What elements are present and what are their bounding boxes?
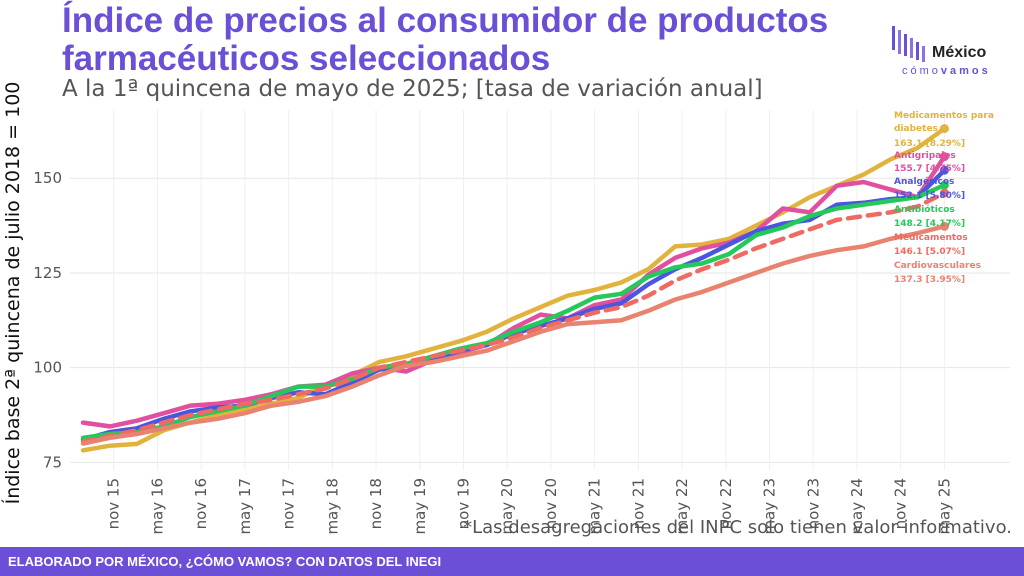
x-tick-label: may 24 — [848, 478, 866, 535]
x-tick-label: may 20 — [498, 478, 516, 535]
x-tick-label: nov 21 — [629, 478, 647, 529]
logo-tagline-a: cómo — [902, 65, 941, 77]
legend-value-analgesicos: 152.1 [5.80%] — [894, 191, 965, 201]
x-tick-label: may 18 — [323, 478, 341, 535]
series-endpoint-antigripales — [939, 152, 949, 162]
series-line-antigripales — [80, 154, 947, 429]
x-tick-label: may 22 — [673, 478, 691, 535]
page-subtitle: A la 1ª quincena de mayo de 2025; [tasa … — [62, 76, 763, 102]
x-tick-label: may 17 — [236, 478, 254, 535]
series-line-antibioticos — [80, 182, 947, 441]
x-tick-label: may 16 — [148, 478, 166, 535]
series-line-cardiovasculares — [80, 224, 947, 446]
legend-value-antibioticos: 148.2 [4.17%] — [894, 219, 965, 229]
series-endpoint-cardiovasculares — [939, 221, 949, 231]
legend-value-antigripales: 155.7 [4.75%] — [894, 164, 965, 174]
x-tick-label: may 19 — [411, 478, 429, 535]
series-line-medicamentos — [80, 190, 947, 444]
logo-tagline-b: vamos — [940, 65, 991, 77]
series-line-analgesicos — [80, 168, 947, 442]
series-endpoint-diabetes — [939, 124, 949, 134]
y-tick-label: 100 — [33, 359, 62, 377]
y-tick-label: 75 — [43, 453, 62, 471]
x-tick-label: nov 24 — [892, 478, 910, 529]
legend-name-analgesicos: Analgésicos — [894, 176, 954, 187]
x-tick-label: nov 19 — [454, 478, 472, 529]
legend-value-medicamentos: 146.1 [5.07%] — [894, 247, 965, 257]
source-footer-bar: ELABORADO POR MÉXICO, ¿CÓMO VAMOS? CON D… — [0, 547, 1024, 576]
series-endpoint-medicamentos — [939, 188, 949, 198]
x-tick-label: nov 23 — [804, 478, 822, 529]
x-tick-label: nov 20 — [542, 478, 560, 529]
x-tick-label: nov 16 — [192, 478, 210, 529]
chart-series — [80, 124, 949, 453]
legend-name-cardiovasculares: Cardiovasculares — [894, 261, 981, 271]
series-endpoint-antibioticos — [939, 180, 949, 190]
x-tick-label: nov 22 — [717, 478, 735, 529]
series-line-diabetes — [80, 126, 947, 453]
logo-bars-icon — [892, 26, 925, 62]
y-tick-label: 150 — [33, 169, 62, 187]
series-endpoint-analgesicos — [939, 165, 949, 175]
footnote: *Las desagregaciones del INPC solo tiene… — [463, 517, 1012, 538]
page-title: Índice de precios al consumidor de produ… — [62, 1, 829, 78]
legend-value-diabetes: 163.1 [8.29%] — [894, 139, 965, 149]
legend-name-diabetes: Medicamentos para — [894, 111, 994, 121]
legend-name-antibioticos: Antibióticos — [894, 204, 955, 215]
legend-name-diabetes: diabetes — [894, 124, 938, 134]
legend-name-antigripales: Antigripales — [894, 151, 956, 161]
mexico-como-vamos-logo: México cómovamos — [890, 24, 1010, 84]
chart-ticks: 75 100 125 150 nov 15 may 16 nov 16 may 17 nov 1… — [33, 169, 953, 534]
x-tick-label: may 23 — [761, 478, 779, 535]
legend-name-medicamentos: Medicamentos — [894, 233, 968, 243]
x-tick-label: nov 15 — [105, 478, 123, 529]
logo-word: México — [932, 44, 987, 61]
x-tick-label: nov 17 — [280, 478, 298, 529]
chart-legend: Medicamentos para diabetes 163.1 [8.29%] An… — [894, 111, 994, 285]
logo-tagline: cómovamos — [902, 65, 991, 77]
x-tick-label: may 25 — [935, 478, 953, 535]
y-tick-label: 125 — [33, 264, 62, 282]
legend-value-cardiovasculares: 137.3 [3.95%] — [894, 275, 965, 285]
x-tick-label: may 21 — [586, 478, 604, 535]
x-tick-label: nov 18 — [367, 478, 385, 529]
